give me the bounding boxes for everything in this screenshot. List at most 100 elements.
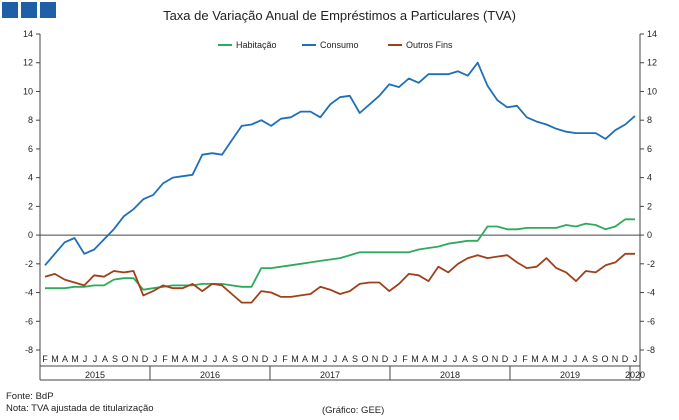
right-tick-label: 8 (647, 115, 652, 125)
right-tick-label: 0 (647, 230, 652, 240)
left-tick-label: 8 (28, 115, 33, 125)
month-label: J (453, 354, 458, 364)
series-line-1 (44, 61, 636, 266)
month-label: J (93, 354, 98, 364)
year-label: 2020 (625, 370, 645, 380)
month-label: M (51, 354, 59, 364)
month-label: F (522, 354, 528, 364)
right-tick-label: -2 (647, 259, 655, 269)
month-label: N (252, 354, 259, 364)
month-label: F (42, 354, 48, 364)
month-label: S (592, 354, 598, 364)
credit-note: (Gráfico: GEE) (322, 405, 385, 416)
month-label: J (83, 354, 88, 364)
legend-label-1: Consumo (320, 40, 359, 50)
year-label: 2016 (200, 370, 220, 380)
month-label: A (102, 354, 108, 364)
month-label: A (62, 354, 68, 364)
legend-label-0: Habitação (236, 40, 277, 50)
month-label: M (531, 354, 539, 364)
year-label: 2015 (85, 370, 105, 380)
chart-title: Taxa de Variação Anual de Empréstimos a … (163, 8, 516, 23)
left-tick-label: 4 (28, 173, 33, 183)
left-tick-label: -6 (25, 316, 33, 326)
month-label: M (191, 354, 199, 364)
month-label: J (323, 354, 328, 364)
left-tick-label: 6 (28, 144, 33, 154)
month-label: J (273, 354, 278, 364)
month-label: A (582, 354, 588, 364)
right-tick-label: 4 (647, 173, 652, 183)
month-label: S (352, 354, 358, 364)
legend-label-2: Outros Fins (406, 40, 453, 50)
left-tick-label: 10 (23, 86, 33, 96)
year-label: 2019 (560, 370, 580, 380)
left-tick-label: -2 (25, 259, 33, 269)
left-tick-label: -4 (25, 288, 33, 298)
corner-block-3 (40, 2, 56, 18)
year-label: 2018 (440, 370, 460, 380)
month-label: J (203, 354, 208, 364)
frame (39, 34, 641, 381)
right-tick-label: -8 (647, 345, 655, 355)
month-label: J (333, 354, 338, 364)
month-label: M (71, 354, 79, 364)
month-label: N (132, 354, 139, 364)
month-label: D (382, 354, 389, 364)
month-label: N (372, 354, 379, 364)
left-tick-label: 0 (28, 230, 33, 240)
month-label: M (171, 354, 179, 364)
month-label: O (361, 354, 368, 364)
series-line-2 (44, 252, 635, 304)
right-tick-label: -6 (647, 316, 655, 326)
month-label: F (282, 354, 288, 364)
right-tick-label: -4 (647, 288, 655, 298)
month-label: J (393, 354, 398, 364)
month-label: M (431, 354, 439, 364)
series-lines (44, 61, 636, 304)
month-label: D (502, 354, 509, 364)
month-label: J (213, 354, 218, 364)
month-label: N (492, 354, 499, 364)
month-label: D (142, 354, 149, 364)
month-label: A (542, 354, 548, 364)
month-label: A (182, 354, 188, 364)
month-label: J (153, 354, 158, 364)
series-line-0 (45, 218, 635, 291)
month-label: M (311, 354, 319, 364)
right-y-ticks: -8 -6 -4 -2 0 2 4 6 8 10 12 14 (640, 29, 657, 355)
month-label: A (222, 354, 228, 364)
year-label: 2017 (320, 370, 340, 380)
right-tick-label: 2 (647, 201, 652, 211)
month-label: O (601, 354, 608, 364)
month-label: F (402, 354, 408, 364)
month-label: A (462, 354, 468, 364)
legend: Habitação Consumo Outros Fins (218, 40, 453, 50)
right-tick-label: 10 (647, 86, 657, 96)
year-labels: 2015 2016 2017 2018 2019 2020 (85, 366, 645, 380)
month-label: A (302, 354, 308, 364)
month-label: S (472, 354, 478, 364)
month-label: O (121, 354, 128, 364)
month-label: O (481, 354, 488, 364)
left-tick-label: 12 (23, 58, 33, 68)
month-label: S (232, 354, 238, 364)
left-tick-label: -8 (25, 345, 33, 355)
month-label: M (411, 354, 419, 364)
month-label: A (422, 354, 428, 364)
month-label: J (443, 354, 448, 364)
month-label: J (513, 354, 518, 364)
source-note: Fonte: BdP (6, 391, 54, 402)
corner-block-2 (21, 2, 37, 18)
month-label: M (551, 354, 559, 364)
right-tick-label: 14 (647, 29, 657, 39)
month-label: J (563, 354, 568, 364)
month-label: J (633, 354, 638, 364)
corner-block-1 (2, 2, 18, 18)
right-tick-label: 6 (647, 144, 652, 154)
month-label: S (112, 354, 118, 364)
adjustment-note: Nota: TVA ajustada de titularização (6, 403, 154, 414)
month-label: A (342, 354, 348, 364)
